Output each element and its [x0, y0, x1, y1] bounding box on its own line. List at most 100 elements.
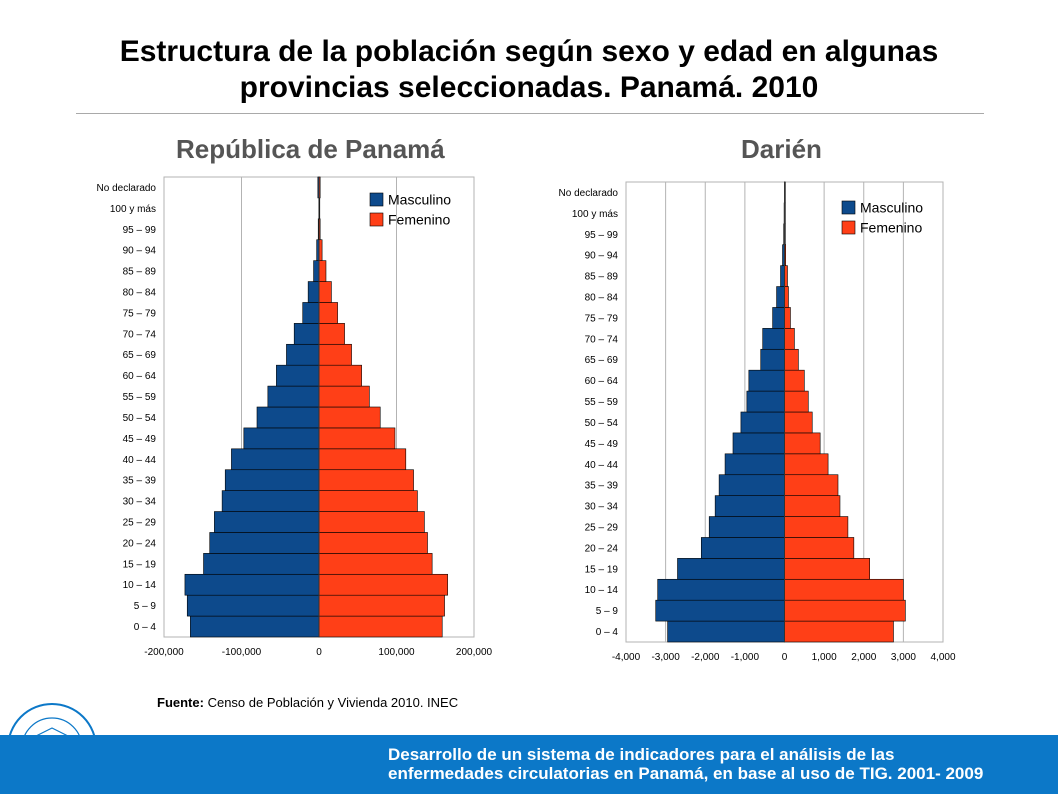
bar-masculino: [677, 558, 785, 580]
y-category-label: 100 y más: [110, 204, 156, 215]
bar-masculino: [714, 495, 785, 517]
bar-masculino: [286, 343, 320, 366]
y-category-label: 20 – 24: [585, 543, 619, 554]
pyramid-chart-darien: -4,000 -3,000 -2,000 -1,000 0 1,000 2,000 3,000…: [559, 181, 956, 663]
bar-masculino: [724, 453, 785, 476]
bar-femenino: [318, 490, 418, 512]
x-tick-label: -1,000: [731, 652, 760, 663]
bar-masculino: [746, 390, 785, 413]
footer-text: Desarrollo de un sistema de indicadores …: [388, 745, 1048, 783]
bar-masculino: [313, 260, 320, 282]
pyramid-chart-panama: -200,000 -100,000 0 100,000 200,000 0 – 4 5 – …: [97, 176, 493, 658]
source-label: Fuente:: [157, 695, 204, 710]
bar-masculino: [667, 620, 785, 643]
y-category-label: 25 – 29: [123, 518, 157, 529]
legend-label-femenino: Femenino: [388, 212, 450, 228]
y-category-label: 65 – 69: [585, 355, 619, 366]
bar-masculino: [780, 265, 785, 287]
bar-femenino: [318, 364, 362, 387]
x-tick-label: 3,000: [891, 652, 916, 663]
x-tick-label: -3,000: [651, 652, 680, 663]
bar-femenino: [318, 281, 332, 303]
y-category-label: 95 – 99: [123, 225, 157, 236]
bar-femenino: [318, 511, 425, 533]
y-category-label: 85 – 89: [585, 272, 619, 283]
x-tick-label: 4,000: [930, 652, 955, 663]
bar-femenino: [784, 578, 904, 601]
bar-masculino: [732, 432, 785, 455]
y-category-label: 90 – 94: [585, 251, 619, 262]
bar-masculino: [307, 281, 320, 303]
y-category-label: 50 – 54: [585, 418, 619, 429]
y-category-label: 35 – 39: [123, 476, 157, 487]
bar-masculino: [302, 302, 320, 324]
bar-masculino: [293, 323, 320, 345]
bar-masculino: [209, 532, 320, 554]
legend-swatch-masculino: [841, 200, 856, 215]
bar-masculino: [184, 573, 320, 596]
y-category-label: 0 – 4: [596, 627, 619, 638]
bar-masculino: [772, 307, 785, 329]
y-category-label: 40 – 44: [585, 460, 619, 471]
x-tick-label: 0: [782, 652, 788, 663]
y-category-label: 80 – 84: [123, 288, 157, 299]
title-divider: [76, 113, 984, 114]
bar-masculino: [708, 516, 785, 538]
bar-femenino: [318, 406, 381, 429]
bar-femenino: [784, 286, 789, 308]
y-category-label: 90 – 94: [123, 246, 157, 257]
legend-label-femenino: Femenino: [860, 220, 922, 236]
bar-femenino: [318, 302, 338, 324]
bar-femenino: [784, 599, 906, 622]
footer-bar: Desarrollo de un sistema de indicadores …: [0, 735, 1058, 794]
bar-femenino: [318, 260, 327, 282]
y-category-label: 60 – 64: [585, 376, 619, 387]
bar-femenino: [784, 558, 870, 580]
y-category-label: 25 – 29: [585, 523, 619, 534]
y-category-label: 70 – 74: [585, 334, 619, 345]
bar-masculino: [718, 474, 785, 496]
y-category-label: 5 – 9: [596, 606, 619, 617]
bar-femenino: [784, 474, 839, 496]
bar-masculino: [203, 553, 320, 575]
source-note: Fuente: Censo de Población y Vivienda 20…: [157, 695, 458, 710]
bar-femenino: [784, 390, 809, 413]
x-tick-label: -200,000: [144, 647, 184, 658]
bar-femenino: [318, 615, 443, 638]
bar-femenino: [784, 537, 855, 559]
y-category-label: 10 – 14: [585, 585, 619, 596]
x-tick-label: -2,000: [691, 652, 720, 663]
bar-masculino: [760, 348, 785, 371]
y-category-label: 30 – 34: [585, 502, 619, 513]
x-tick-label: -100,000: [222, 647, 262, 658]
source-text: Censo de Población y Vivienda 2010. INEC: [207, 695, 459, 710]
legend-swatch-masculino: [369, 192, 384, 207]
bar-femenino: [784, 495, 841, 517]
y-category-label: 50 – 54: [123, 413, 157, 424]
y-category-label: 60 – 64: [123, 371, 157, 382]
y-category-label: 95 – 99: [585, 230, 619, 241]
footer-line1: Desarrollo de un sistema de indicadores …: [388, 745, 895, 764]
bar-masculino: [776, 286, 785, 308]
y-category-label: 10 – 14: [123, 580, 157, 591]
legend-swatch-femenino: [841, 220, 856, 235]
x-tick-label: 100,000: [378, 647, 415, 658]
y-category-label: 55 – 59: [123, 392, 157, 403]
bar-masculino: [740, 411, 785, 434]
y-category-label: 20 – 24: [123, 538, 157, 549]
y-category-label: 65 – 69: [123, 350, 157, 361]
bar-femenino: [784, 516, 849, 538]
bar-femenino: [318, 553, 433, 575]
bar-masculino: [657, 578, 785, 601]
y-category-label: 75 – 79: [585, 313, 619, 324]
legend-label-masculino: Masculino: [388, 192, 451, 208]
y-category-label: 80 – 84: [585, 293, 619, 304]
y-category-label: 15 – 19: [585, 564, 619, 575]
bar-masculino: [243, 427, 320, 450]
bar-femenino: [784, 620, 894, 643]
legend-label-masculino: Masculino: [860, 200, 923, 216]
bar-femenino: [318, 323, 345, 345]
y-category-label: 5 – 9: [134, 601, 157, 612]
bar-femenino: [318, 594, 445, 617]
bar-masculino: [224, 469, 320, 491]
